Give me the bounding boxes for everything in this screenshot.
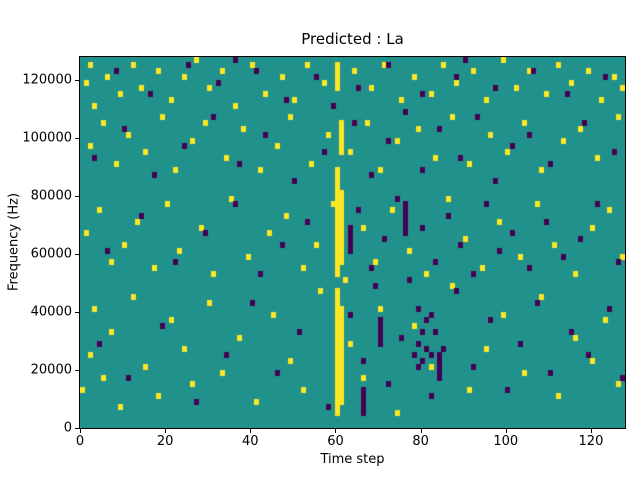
x-tick-mark xyxy=(420,429,422,433)
x-tick-mark xyxy=(590,429,592,433)
chart-title: Predicted : La xyxy=(301,30,404,48)
x-tick-mark xyxy=(165,429,167,433)
x-tick-label: 120 xyxy=(578,434,604,449)
y-tick-mark xyxy=(75,254,79,256)
x-tick-mark xyxy=(250,429,252,433)
y-tick-label: 60000 xyxy=(30,246,72,262)
y-tick-mark xyxy=(75,428,79,429)
y-tick-mark xyxy=(75,80,79,82)
y-tick-label: 20000 xyxy=(30,362,72,378)
y-tick-label: 100000 xyxy=(22,130,72,146)
x-axis-label: Time step xyxy=(320,452,385,467)
x-tick-label: 0 xyxy=(75,434,85,449)
heatmap-canvas xyxy=(80,57,625,428)
plot-area xyxy=(79,56,626,429)
x-tick-mark xyxy=(335,429,337,433)
y-tick-mark xyxy=(75,312,79,314)
x-tick-label: 40 xyxy=(242,434,259,449)
y-tick-label: 80000 xyxy=(30,188,72,204)
x-tick-mark xyxy=(80,429,81,433)
y-tick-label: 40000 xyxy=(30,304,72,320)
x-tick-label: 60 xyxy=(327,434,344,449)
y-tick-label: 120000 xyxy=(22,72,72,88)
x-tick-label: 100 xyxy=(493,434,519,449)
x-tick-label: 20 xyxy=(156,434,174,449)
y-tick-mark xyxy=(75,138,79,140)
x-tick-label: 80 xyxy=(412,434,429,449)
y-tick-mark xyxy=(75,196,79,198)
x-tick-mark xyxy=(505,429,507,433)
y-axis-label: Frequency (Hz) xyxy=(6,192,22,292)
y-tick-mark xyxy=(75,370,79,372)
y-tick-label: 0 xyxy=(63,420,72,436)
